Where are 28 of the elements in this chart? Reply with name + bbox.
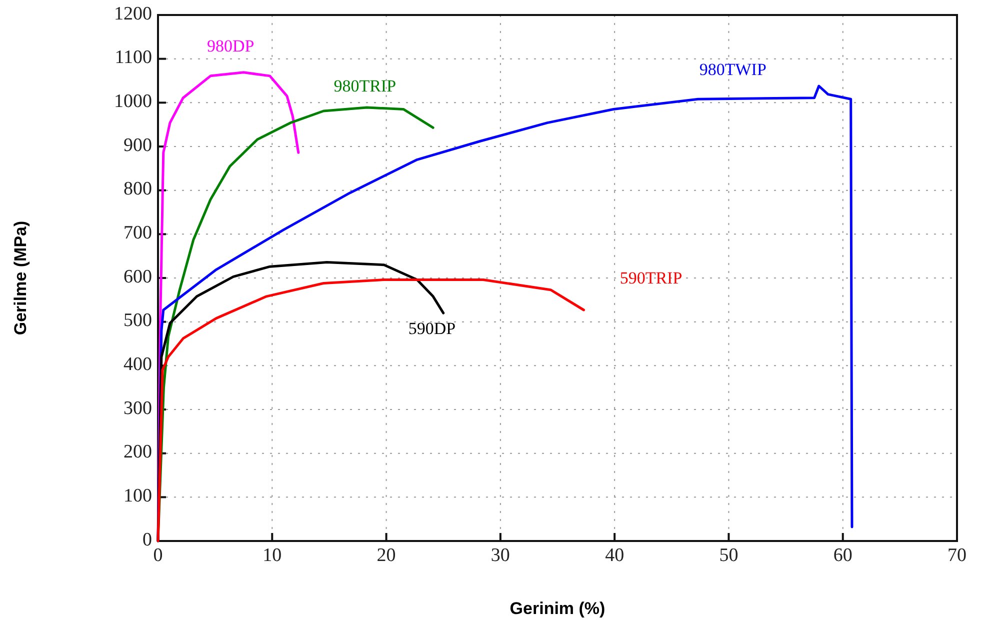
x-tick-label: 40: [605, 545, 624, 566]
y-tick-label: 200: [124, 442, 152, 463]
y-tick-label: 500: [124, 310, 152, 332]
x-tick-label: 50: [719, 545, 738, 566]
y-tick-label: 1000: [114, 91, 152, 112]
x-tick-label: 30: [490, 545, 510, 566]
y-tick-label: 100: [124, 486, 152, 507]
series-label: 590DP: [408, 319, 456, 338]
y-tick-label: 0: [142, 529, 152, 550]
y-tick-label: 700: [124, 222, 152, 244]
y-tick-label: 900: [124, 134, 152, 156]
y-tick-label: 300: [124, 398, 152, 419]
x-tick-label: 10: [262, 545, 282, 566]
text: 590TRIP: [620, 268, 682, 288]
line-series: [156, 278, 586, 542]
series-label: 980TRIP: [334, 76, 396, 96]
x-tick-label: 20: [376, 545, 396, 566]
x-tick-label: 60: [833, 545, 852, 566]
series-label: 980TWIP: [699, 60, 766, 79]
x-tick-label: 70: [948, 545, 966, 566]
y-tick-label: 400: [124, 354, 152, 376]
y-tick-label: 600: [124, 266, 152, 288]
y-axis-title: Gerilme (MPa): [11, 220, 30, 336]
y-tick-label: 800: [124, 178, 152, 200]
y-tick-label: 1100: [114, 47, 152, 68]
x-axis-title: Gerinim (%): [510, 599, 606, 618]
series-label: 980DP: [206, 36, 254, 56]
y-tick-label: 1200: [114, 3, 152, 24]
